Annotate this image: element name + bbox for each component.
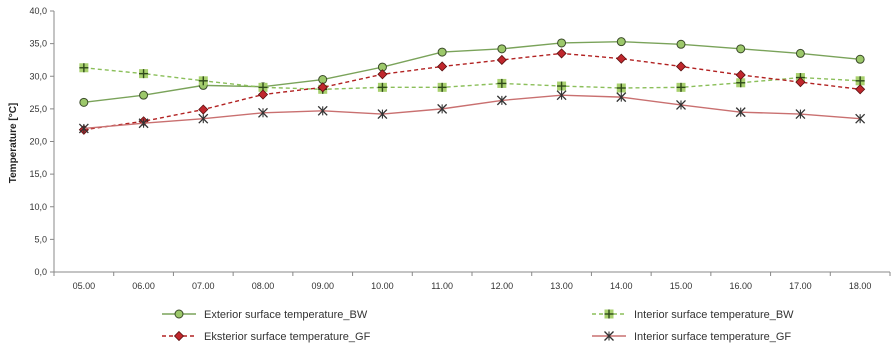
x-tick-label: 18.00 bbox=[849, 281, 872, 291]
legend-swatch-marker bbox=[173, 330, 185, 342]
y-tick-label: 5,0 bbox=[34, 234, 47, 244]
y-tick-label: 15,0 bbox=[29, 169, 47, 179]
data-point bbox=[616, 37, 626, 47]
data-point bbox=[78, 123, 89, 134]
legend-label: Interior surface temperature_GF bbox=[634, 331, 791, 343]
data-point bbox=[497, 78, 507, 88]
x-tick-label: 06.00 bbox=[132, 281, 155, 291]
data-point bbox=[676, 82, 686, 92]
data-point bbox=[735, 107, 746, 118]
data-point bbox=[377, 109, 388, 120]
x-tick-label: 07.00 bbox=[192, 281, 215, 291]
data-point bbox=[79, 97, 89, 107]
data-point bbox=[437, 103, 448, 114]
y-tick-label: 25,0 bbox=[29, 104, 47, 114]
legend-item-4: Interior surface temperature_GF bbox=[592, 331, 791, 343]
axes: 0,0 5,0 10,0 15,0 20,0 25,0 30,0 35,0 40,0 05.00 0… bbox=[29, 6, 891, 291]
data-point bbox=[855, 76, 865, 86]
x-tick-label: 12.00 bbox=[491, 281, 514, 291]
series-4 bbox=[78, 90, 866, 134]
data-point bbox=[676, 39, 686, 49]
legend-item-3: Eksterior surface temperature_GF bbox=[162, 330, 371, 343]
data-point bbox=[616, 53, 627, 64]
data-point bbox=[736, 44, 746, 54]
y-tick-label: 35,0 bbox=[29, 39, 47, 49]
y-axis-title: Temperature [°C] bbox=[8, 103, 19, 184]
data-point bbox=[616, 83, 626, 93]
data-point bbox=[557, 38, 567, 48]
data-point bbox=[795, 109, 806, 120]
data-point bbox=[795, 77, 806, 88]
data-point bbox=[437, 82, 447, 92]
data-point bbox=[198, 76, 208, 86]
data-point bbox=[496, 95, 507, 106]
legend-item-2: Interior surface temperature_BW bbox=[592, 309, 794, 321]
series-1 bbox=[79, 37, 865, 107]
y-tick-label: 20,0 bbox=[29, 137, 47, 147]
data-point bbox=[676, 100, 686, 110]
data-point bbox=[317, 105, 328, 116]
x-tick-label: 11.00 bbox=[431, 281, 453, 291]
series-2 bbox=[79, 63, 865, 94]
x-tick-label: 08.00 bbox=[252, 281, 275, 291]
x-tick-label: 10.00 bbox=[371, 281, 394, 291]
data-point bbox=[556, 90, 567, 101]
legend-swatch-marker bbox=[174, 309, 184, 319]
data-point bbox=[139, 90, 149, 100]
data-point bbox=[377, 82, 387, 92]
x-tick-label: 14.00 bbox=[610, 281, 633, 291]
x-tick-label: 16.00 bbox=[729, 281, 752, 291]
data-point bbox=[497, 44, 507, 54]
data-point bbox=[616, 92, 627, 103]
data-point bbox=[556, 48, 567, 59]
data-point bbox=[198, 104, 209, 115]
x-tick-label: 05.00 bbox=[73, 281, 96, 291]
series-line bbox=[83, 52, 861, 131]
y-tick-label: 40,0 bbox=[29, 6, 47, 16]
data-point bbox=[198, 113, 209, 124]
legend-item-1: Exterior surface temperature_BW bbox=[162, 309, 368, 321]
legend: Exterior surface temperature_BW Interior … bbox=[162, 309, 794, 343]
data-point bbox=[139, 69, 149, 79]
x-tick-label: 17.00 bbox=[789, 281, 812, 291]
data-point bbox=[735, 69, 746, 81]
data-point bbox=[855, 54, 865, 64]
legend-label: Exterior surface temperature_BW bbox=[204, 309, 368, 321]
y-tick-label: 10,0 bbox=[29, 202, 47, 212]
data-point bbox=[437, 61, 448, 72]
x-tick-label: 15.00 bbox=[670, 281, 693, 291]
legend-label: Eksterior surface temperature_GF bbox=[204, 331, 371, 343]
y-tick-label: 30,0 bbox=[29, 71, 47, 81]
data-point bbox=[258, 107, 268, 118]
y-tick-label: 0,0 bbox=[34, 267, 47, 277]
data-point bbox=[855, 84, 866, 95]
data-point bbox=[795, 48, 805, 58]
data-point bbox=[317, 82, 328, 93]
data-point bbox=[138, 118, 149, 129]
legend-swatch-marker bbox=[604, 331, 614, 341]
series-layer bbox=[78, 37, 866, 135]
x-tick-label: 13.00 bbox=[550, 281, 573, 291]
legend-label: Interior surface temperature_BW bbox=[634, 309, 794, 321]
data-point bbox=[496, 54, 507, 66]
data-point bbox=[557, 81, 567, 91]
data-point bbox=[437, 47, 447, 57]
series-line bbox=[83, 40, 861, 104]
data-point bbox=[79, 63, 89, 73]
x-tick-label: 09.00 bbox=[311, 281, 334, 291]
data-point bbox=[855, 113, 866, 124]
series-line bbox=[83, 94, 861, 130]
data-point bbox=[257, 89, 269, 100]
legend-swatch-marker bbox=[604, 309, 614, 319]
series-3 bbox=[78, 48, 866, 135]
data-point bbox=[675, 61, 687, 72]
data-point bbox=[377, 69, 388, 80]
